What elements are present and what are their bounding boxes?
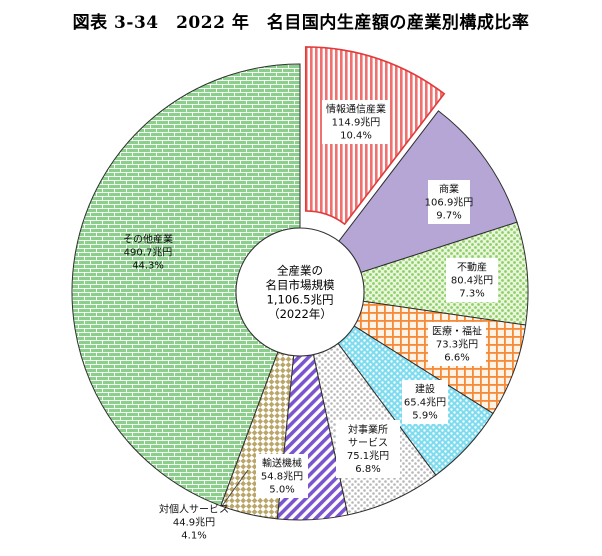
slice-percent: 44.3%	[132, 261, 164, 272]
slice-percent: 4.1%	[181, 531, 206, 542]
slice-percent: 7.3%	[459, 289, 484, 300]
slice-value: 114.9兆円	[332, 117, 381, 129]
slice-label-box-0	[322, 100, 390, 144]
donut-center	[235, 227, 365, 357]
slice-label-box-4	[402, 380, 448, 424]
slice-value: 65.4兆円	[404, 397, 446, 409]
slice-value: 106.9兆円	[425, 197, 474, 209]
slice-name: その他産業	[123, 233, 173, 246]
slice-label-box-2	[446, 258, 498, 302]
slice-label-box-3	[428, 322, 486, 366]
slice-name: 不動産	[457, 261, 487, 274]
slice-value: 44.9兆円	[173, 517, 215, 529]
slice-name: 対事業所	[348, 423, 388, 436]
leader-lines	[221, 469, 249, 507]
slice-value: サービス	[348, 437, 388, 449]
slice-name: 商業	[439, 183, 459, 196]
slice-percent: 10.4%	[340, 131, 372, 142]
center-label-line: 1,106.5兆円	[267, 292, 334, 306]
slice-name: 建設	[415, 383, 435, 396]
leader-line-7	[221, 469, 249, 507]
center-label-line: 全産業の	[277, 263, 323, 277]
slice-value: 73.3兆円	[436, 339, 478, 351]
slice-percent: 9.7%	[436, 211, 461, 222]
slice-label-box-5	[336, 420, 400, 478]
slice-value: 75.1兆円	[347, 450, 389, 462]
slice-name: 医療・福祉	[432, 325, 482, 338]
slice-percent: 6.6%	[444, 353, 469, 364]
slice-percent: 5.0%	[269, 485, 294, 496]
slice-name: 輸送機械	[262, 457, 302, 470]
center-label-line: （2022年）	[268, 307, 332, 321]
slice-value: 490.7兆円	[124, 247, 173, 259]
slice-percent: 5.9%	[412, 411, 437, 422]
chart-title: 図表 3-34 2022 年 名目国内生産額の産業別構成比率	[72, 13, 530, 33]
slice-name: 対個人サービス	[159, 503, 229, 516]
center-label-line: 名目市場規模	[266, 278, 335, 292]
slice-name: 情報通信産業	[326, 103, 386, 116]
slice-label-box-6	[256, 454, 308, 498]
slice-value: 54.8兆円	[261, 471, 303, 483]
slice-label-box-1	[428, 180, 470, 224]
slice-value: 80.4兆円	[451, 275, 493, 287]
slice-percent: 6.8%	[355, 464, 380, 475]
